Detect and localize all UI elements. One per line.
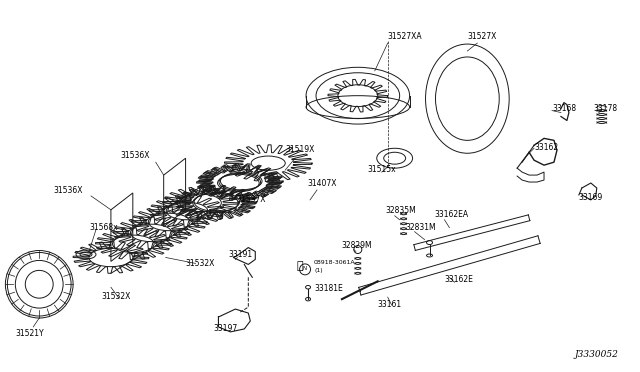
Text: 33161: 33161: [378, 300, 402, 309]
Text: 33162E: 33162E: [444, 275, 474, 284]
Text: 31536X: 31536X: [121, 151, 150, 160]
Text: 31407X: 31407X: [307, 179, 337, 188]
Text: 32831M: 32831M: [406, 223, 436, 232]
Text: 31527X: 31527X: [467, 32, 497, 41]
Text: 31532X: 31532X: [101, 292, 131, 301]
Text: 33197: 33197: [214, 324, 237, 333]
Text: 31536X: 31536X: [53, 186, 83, 195]
Text: 32835M: 32835M: [386, 206, 417, 215]
Text: 31532X: 31532X: [186, 259, 215, 268]
Text: 33178: 33178: [594, 103, 618, 113]
Text: 31568x: 31568x: [89, 223, 118, 232]
Text: 31527XA: 31527XA: [388, 32, 422, 41]
Text: (1): (1): [314, 268, 323, 273]
Text: Ⓝ: Ⓝ: [296, 262, 303, 271]
Text: J3330052: J3330052: [575, 350, 619, 359]
Text: 31515x: 31515x: [368, 165, 396, 174]
Text: 33169: 33169: [579, 193, 603, 202]
Text: 08918-3061A: 08918-3061A: [314, 260, 356, 265]
Text: N: N: [302, 266, 306, 271]
Text: 33168: 33168: [552, 103, 576, 113]
Text: 31537X: 31537X: [236, 195, 266, 204]
Text: 33162EA: 33162EA: [435, 210, 468, 219]
Text: 33181E: 33181E: [314, 284, 343, 293]
Text: 31519X: 31519X: [285, 145, 314, 154]
Text: 33191: 33191: [228, 250, 253, 259]
Text: 33162: 33162: [534, 143, 558, 152]
Text: 31521Y: 31521Y: [15, 329, 44, 338]
Text: 32829M: 32829M: [342, 241, 372, 250]
